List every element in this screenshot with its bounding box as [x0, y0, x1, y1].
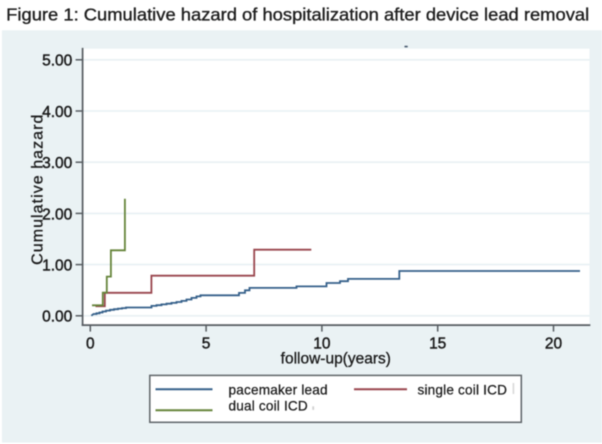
svg-text:15: 15	[429, 336, 446, 353]
svg-text:0: 0	[86, 336, 95, 353]
svg-text:follow-up(years): follow-up(years)	[281, 351, 391, 368]
svg-text:1.00: 1.00	[42, 258, 73, 275]
svg-text:4.00: 4.00	[42, 104, 73, 121]
svg-text:Figure 1: Cumulative hazard of: Figure 1: Cumulative hazard of hospitali…	[6, 5, 589, 25]
svg-text:2.00: 2.00	[42, 206, 73, 223]
svg-text:5: 5	[202, 336, 211, 353]
svg-text:pacemaker lead: pacemaker lead	[229, 383, 328, 398]
svg-text:single coil ICD: single coil ICD	[418, 383, 508, 398]
svg-text:10: 10	[313, 336, 331, 353]
svg-text:20: 20	[545, 336, 563, 353]
svg-text:5.00: 5.00	[42, 53, 73, 70]
svg-text:Cumulative hazard: Cumulative hazard	[29, 114, 46, 265]
svg-text:3.00: 3.00	[42, 155, 73, 172]
svg-text:dual coil ICD: dual coil ICD	[229, 399, 308, 414]
svg-text:0.00: 0.00	[42, 309, 73, 326]
